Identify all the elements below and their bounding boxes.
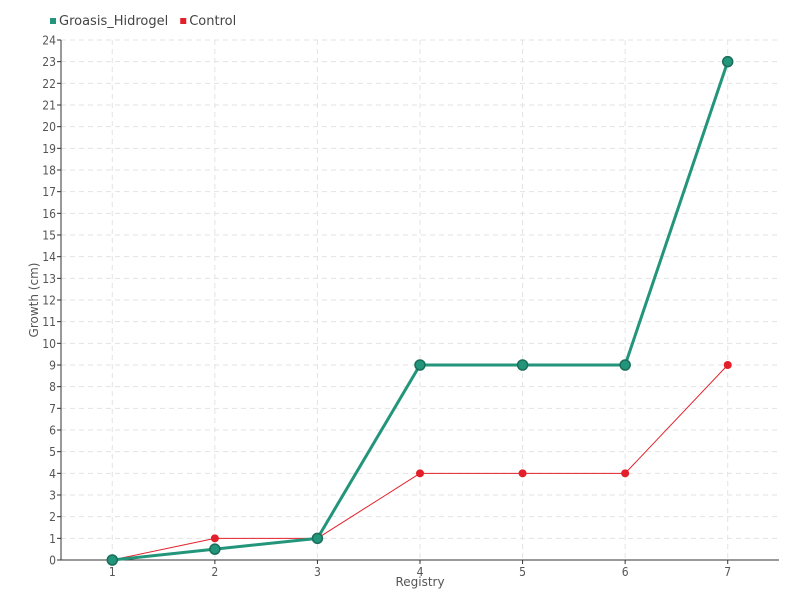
- y-tick-label: 0: [49, 554, 56, 568]
- x-tick-label: 4: [417, 565, 424, 579]
- y-tick-label: 11: [42, 315, 56, 329]
- data-point[interactable]: [518, 469, 527, 478]
- y-tick-label: 10: [42, 337, 56, 351]
- y-tick-label: 21: [42, 99, 56, 113]
- data-point[interactable]: [209, 543, 221, 555]
- y-tick-label: 8: [49, 380, 56, 394]
- x-tick-label: 3: [314, 565, 321, 579]
- data-point[interactable]: [721, 55, 734, 68]
- y-tick-label: 23: [42, 55, 56, 69]
- x-tick-label: 1: [109, 565, 116, 579]
- x-tick-label: 2: [211, 565, 218, 579]
- y-tick-label: 4: [49, 467, 56, 481]
- x-axis-ticks: 1 2 3 4 5 6 7: [109, 560, 731, 579]
- data-point[interactable]: [621, 469, 630, 478]
- y-tick-label: 1: [49, 532, 56, 546]
- data-point[interactable]: [210, 534, 219, 543]
- y-tick-label: 13: [42, 272, 56, 286]
- y-tick-label: 15: [42, 229, 56, 243]
- x-tick-label: 6: [622, 565, 629, 579]
- y-axis-title: Growth (cm): [27, 263, 41, 338]
- y-tick-label: 16: [42, 207, 56, 221]
- y-tick-label: 19: [42, 142, 56, 156]
- legend-item[interactable]: Groasis_Hidrogel: [50, 14, 168, 29]
- y-tick-label: 2: [49, 510, 56, 524]
- data-point[interactable]: [414, 359, 426, 371]
- y-tick-label: 7: [49, 402, 56, 416]
- data-point[interactable]: [723, 361, 732, 369]
- legend-item[interactable]: Control: [180, 14, 236, 29]
- data-point[interactable]: [416, 469, 424, 478]
- x-tick-label: 7: [724, 565, 731, 579]
- y-tick-label: 24: [42, 34, 56, 48]
- legend-swatch: [50, 18, 56, 24]
- y-tick-label: 22: [42, 77, 56, 91]
- y-tick-label: 20: [42, 120, 56, 134]
- legend-swatch: [180, 18, 187, 24]
- series-layer: [106, 55, 734, 566]
- legend-label: Control: [189, 14, 236, 29]
- y-tick-label: 5: [49, 445, 56, 459]
- data-point[interactable]: [619, 359, 631, 371]
- y-tick-label: 18: [42, 164, 56, 178]
- legend-label: Groasis_Hidrogel: [59, 14, 168, 29]
- data-point[interactable]: [106, 554, 119, 566]
- data-point[interactable]: [311, 532, 324, 545]
- legend: Groasis_Hidrogel Control: [50, 14, 236, 29]
- y-tick-label: 9: [49, 359, 56, 373]
- y-tick-label: 17: [42, 185, 56, 199]
- x-axis-title: Registry: [395, 575, 444, 589]
- x-tick-label: 5: [519, 565, 526, 579]
- y-tick-label: 12: [42, 294, 56, 308]
- data-point[interactable]: [516, 359, 529, 371]
- y-tick-label: 14: [42, 250, 56, 264]
- grid-lines: [61, 39, 779, 560]
- y-tick-label: 6: [49, 424, 56, 438]
- y-tick-label: 3: [49, 489, 56, 503]
- series-groasis-hidrogel: [106, 55, 734, 566]
